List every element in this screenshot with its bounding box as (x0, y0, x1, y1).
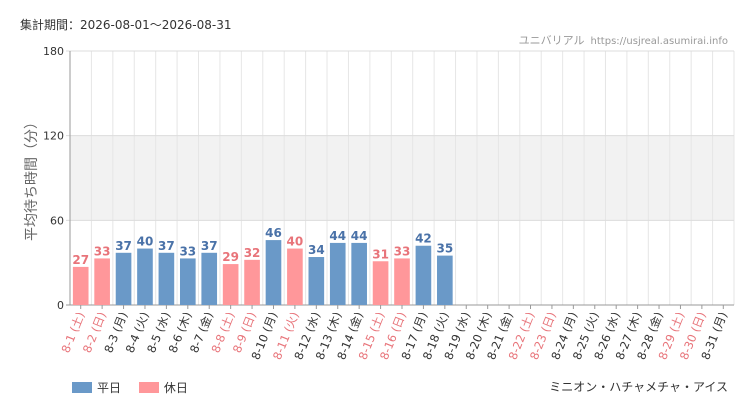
data-label: 35 (436, 242, 453, 256)
data-label: 40 (137, 235, 154, 249)
bar (137, 248, 153, 305)
shaded-band (70, 135, 734, 221)
data-label: 37 (201, 239, 218, 253)
data-label: 33 (179, 244, 196, 258)
legend-item-holiday: 休日 (138, 379, 188, 396)
bar (308, 257, 325, 305)
data-label: 27 (72, 253, 89, 267)
bar (265, 240, 282, 305)
bar (94, 258, 110, 305)
bar (115, 252, 132, 305)
data-label: 37 (115, 239, 132, 253)
bar (394, 258, 410, 305)
bar (158, 252, 175, 305)
attraction-name: ミニオン・ハチャメチャ・アイス (549, 380, 728, 394)
data-label: 33 (394, 244, 411, 258)
data-label: 37 (158, 239, 175, 253)
y-tick-label: 180 (43, 45, 64, 58)
bar (415, 245, 432, 305)
y-tick-label: 0 (57, 299, 64, 312)
y-tick-label: 120 (43, 130, 64, 143)
bar (437, 255, 453, 305)
bar (222, 264, 239, 305)
legend-label-holiday: 休日 (163, 381, 188, 395)
bar (179, 258, 196, 305)
bar (244, 259, 260, 305)
bar (201, 252, 218, 305)
data-label: 29 (222, 250, 239, 264)
site-credit: ユニバリアル https://usjreal.asumirai.info (519, 32, 728, 48)
bar (72, 266, 89, 305)
data-label: 33 (94, 244, 111, 258)
y-tick-label: 60 (50, 214, 64, 227)
legend-swatch-holiday (138, 382, 159, 393)
legend-swatch-weekday (72, 382, 92, 393)
site-url: https://usjreal.asumirai.info (590, 36, 728, 47)
bar (329, 242, 346, 305)
data-label: 34 (308, 243, 325, 257)
bar (287, 248, 303, 305)
y-axis-label: 平均待ち時間（分） (24, 115, 40, 241)
legend-item-weekday: 平日 (72, 379, 121, 396)
site-name: ユニバリアル (518, 34, 585, 47)
legend-label-weekday: 平日 (97, 381, 122, 395)
legend: 平日 休日 (72, 379, 202, 396)
data-label: 44 (351, 229, 368, 243)
data-label: 31 (372, 247, 389, 261)
data-label: 40 (287, 235, 304, 249)
period-text: 集計期間：2026-08-01～2026-08-31 (20, 18, 232, 32)
bar (351, 242, 367, 305)
data-label: 42 (415, 232, 432, 246)
bar (372, 261, 389, 305)
data-label: 44 (329, 229, 346, 243)
data-label: 46 (265, 226, 282, 240)
data-label: 32 (244, 246, 261, 260)
